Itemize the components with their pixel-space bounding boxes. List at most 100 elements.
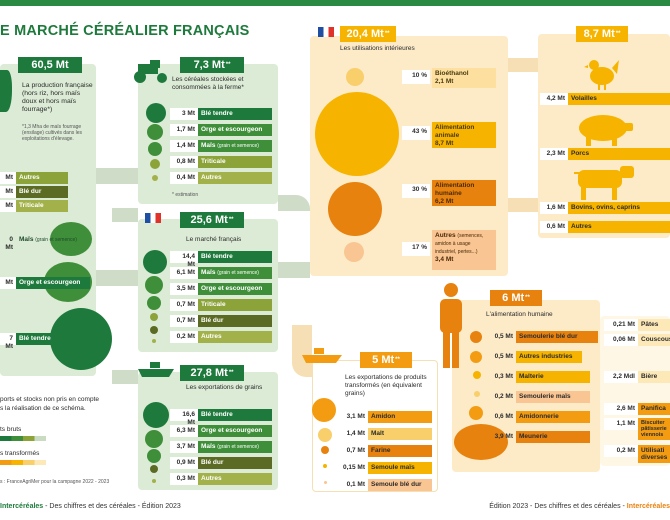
animal-row-value: 4,2 Mt	[540, 93, 568, 105]
prod-circle-value: 0 Mt	[5, 236, 13, 251]
market-row-value: 14,4 Mt	[170, 251, 198, 268]
product-value: 0,21 Mt	[604, 319, 638, 331]
domestic-pct: 17 %	[402, 242, 430, 256]
connector	[508, 58, 538, 72]
product-label: Couscous	[638, 334, 670, 346]
domestic-pct: 30 %	[402, 184, 430, 198]
prod-row-value: Mt	[0, 172, 16, 184]
footer-right-text: Édition 2023 - Des chiffres et des céréa…	[489, 503, 627, 510]
exports-grain-desc: Les exportations de grains	[186, 384, 263, 391]
stocks-circle	[150, 159, 160, 169]
processed-row-label: Semoule blé dur	[368, 479, 432, 491]
animal-value-text: 8,7 Mt	[583, 28, 615, 40]
exports-circle	[150, 465, 158, 473]
human-food-circle	[328, 182, 382, 236]
prod-circle-label: Maïs (grain et semence)	[16, 234, 80, 246]
human-row-label: Amidonnerie	[516, 411, 590, 423]
prod-circle-label-text: Maïs	[19, 236, 34, 243]
human-row-label: Autres industries	[516, 351, 582, 363]
stocks-row-label: Blé tendre	[198, 108, 272, 120]
stocks-row-label-text: Maïs	[201, 142, 216, 149]
footnote-line1: ports et stocks non pris en compte	[0, 396, 99, 403]
domestic-label: Alimentation humaine 6,2 Mt	[432, 180, 496, 206]
domestic-label-sub: 2,1 Mt	[435, 78, 454, 85]
market-row-value: 6,1 Mt	[170, 267, 198, 279]
human-circle	[474, 391, 480, 397]
exports-circle	[147, 449, 161, 463]
footer-right-brand: Intercéréales	[626, 503, 670, 510]
exports-circle	[143, 402, 169, 428]
stocks-value: 7,3 Mt **	[180, 57, 244, 73]
processed-row-value: 0,15 Mt	[342, 464, 365, 471]
human-value-mark: **	[525, 295, 530, 301]
page-title: E MARCHÉ CÉRÉALIER FRANÇAIS	[0, 23, 250, 39]
domestic-pct: 10 %	[402, 70, 430, 84]
animal-value-mark: **	[615, 31, 621, 37]
human-circle	[473, 371, 481, 379]
prod-row-label: Blé dur	[16, 186, 68, 198]
french-flag-icon	[145, 213, 161, 223]
exports-row-value: 16,6 Mt	[170, 409, 198, 426]
market-circle	[143, 250, 167, 274]
domestic-desc: Les utilisations intérieures	[340, 45, 415, 52]
processed-row-label: Amidon	[368, 411, 432, 423]
product-value: 0,2 Mt	[604, 445, 638, 457]
prod-row-label: Triticale	[16, 200, 68, 212]
market-circle	[150, 326, 158, 334]
domestic-label: Autres (semences, amidon à usage industr…	[432, 230, 496, 270]
market-circle	[150, 313, 158, 321]
prod-circle-label-small: (grain et semence)	[35, 237, 77, 243]
tractor-icon	[130, 60, 174, 84]
processed-circle	[312, 398, 336, 422]
market-row-value: 3,5 Mt	[170, 283, 198, 295]
domestic-value-mark: **	[384, 31, 390, 37]
domestic-label-small: (semences, amidon à usage industriel, pe…	[435, 233, 484, 255]
legend-processed: s transformés	[0, 450, 40, 457]
human-row-label: Semoulerie maïs	[516, 391, 590, 403]
market-row-label: Maïs (grain et semence)	[198, 267, 272, 279]
legend-processed-swatch	[0, 460, 46, 465]
exports-row-label-small: (grain et semence)	[217, 444, 259, 450]
market-row-label-text: Maïs	[201, 269, 216, 276]
prod-row-value: Mt	[0, 200, 16, 212]
market-row-label: Blé dur	[198, 315, 272, 327]
human-row-value: 3,9 Mt	[494, 433, 513, 440]
domestic-value: 20,4 Mt **	[340, 26, 396, 42]
animal-value: 8,7 Mt **	[576, 26, 628, 42]
footer-right: Édition 2023 - Des chiffres et des céréa…	[489, 503, 670, 510]
processed-exports-desc: Les exportations de produits transformés…	[345, 374, 427, 397]
human-row-value: 0,5 Mt	[494, 333, 513, 340]
market-value: 25,6 Mt **	[180, 212, 244, 228]
connector	[96, 168, 138, 184]
product-value: 2,6 Mt	[604, 403, 638, 415]
product-label: Utilisati diverses	[638, 445, 670, 463]
stocks-note: * estimation	[172, 192, 199, 198]
market-value-text: 25,6 Mt	[190, 214, 228, 226]
top-strip	[0, 0, 670, 6]
market-row-label: Blé tendre	[198, 251, 272, 263]
exports-circle	[152, 479, 156, 483]
domestic-value-text: 20,4 Mt	[346, 28, 384, 40]
human-row-label: Semoulerie blé dur	[516, 331, 598, 343]
animal-row-label: Volailles	[568, 93, 670, 105]
stocks-row-value: 3 Mt	[170, 108, 198, 120]
connector	[278, 262, 310, 278]
processed-row-value: 3,1 Mt	[346, 413, 365, 420]
source-note: s : FranceAgriMer pour la campagne 2022 …	[0, 479, 110, 485]
market-row-label: Autres	[198, 331, 272, 343]
exports-grain-value-text: 27,8 Mt	[190, 367, 228, 379]
animal-feed-circle	[315, 92, 399, 176]
processed-row-value: 1,4 Mt	[346, 430, 365, 437]
market-row-value: 0,2 Mt	[170, 331, 198, 343]
pig-icon	[572, 112, 634, 146]
domestic-pct: 43 %	[402, 126, 430, 140]
stocks-row-label: Triticale	[198, 156, 272, 168]
animal-row-value: 1,6 Mt	[540, 202, 568, 214]
exports-circle	[145, 430, 163, 448]
market-row-value: 0,7 Mt	[170, 299, 198, 311]
product-value: 0,06 Mt	[604, 334, 638, 346]
prod-circle-value: 7 Mt	[0, 333, 16, 350]
processed-exports-value: 5 Mt **	[360, 352, 412, 368]
animal-row-label: Bovins, ovins, caprins	[568, 202, 670, 214]
processed-circle	[321, 446, 329, 454]
